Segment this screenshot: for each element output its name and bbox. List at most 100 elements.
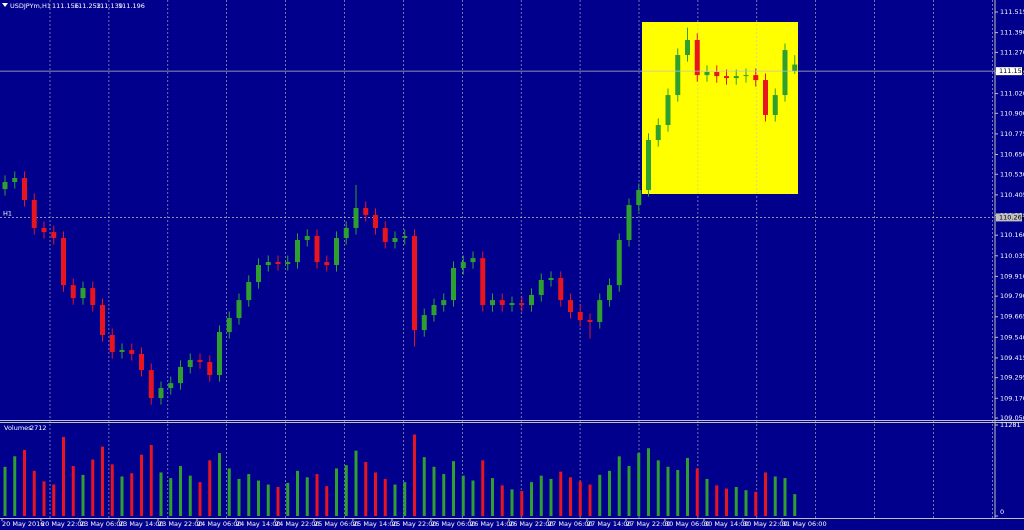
volume-bar	[198, 482, 202, 516]
volume-bar	[140, 454, 143, 516]
candle-body	[51, 232, 57, 238]
volume-bar	[705, 478, 709, 516]
volume-bar	[676, 470, 680, 516]
candle-body	[392, 238, 398, 242]
candle-body	[558, 278, 564, 301]
candle-body	[285, 262, 291, 265]
candle-body	[597, 300, 603, 322]
volume-bar	[637, 453, 641, 516]
y-tick-label: 110.160	[1000, 231, 1024, 239]
candle-body	[61, 238, 66, 286]
x-tick-label: 27 May 06:00	[548, 520, 593, 528]
candle-body	[129, 350, 135, 354]
candle-body	[197, 360, 203, 363]
x-tick-label: 24 May 14:00	[236, 520, 281, 528]
volume-bar	[520, 490, 524, 516]
candle-body	[412, 236, 417, 331]
candle-body	[529, 294, 534, 306]
x-tick-label: 26 May 22:00	[509, 520, 554, 528]
volume-bar	[32, 470, 36, 516]
y-tick-label: 109.295	[1000, 374, 1024, 382]
candle-body	[304, 236, 310, 240]
y-tick-label: 109.050	[1000, 414, 1024, 422]
candle-body	[295, 239, 300, 263]
header-price: 111.196	[118, 2, 145, 10]
volume-bar	[608, 470, 611, 516]
volume-bar	[3, 466, 7, 516]
volume-bar	[715, 485, 719, 516]
candle-body	[314, 236, 320, 263]
candle-body	[31, 199, 37, 228]
y-tick-label: 109.665	[1000, 313, 1024, 321]
volume-bar	[71, 465, 75, 516]
volume-bar	[627, 465, 631, 516]
candle-body	[109, 335, 115, 352]
candle-body	[480, 258, 486, 306]
x-tick-label: 30 May 22:00	[743, 520, 788, 528]
volume-bar	[218, 453, 221, 516]
volume-bar	[686, 457, 689, 516]
candle-body	[519, 303, 525, 306]
volume-bar	[52, 484, 56, 516]
volume-bar	[286, 482, 290, 516]
candle-body	[382, 227, 388, 242]
candle-body	[470, 258, 476, 263]
x-tick-label: 25 May 14:00	[353, 520, 398, 528]
volume-bar	[744, 490, 748, 516]
candle-body	[538, 280, 544, 295]
volume-bar	[773, 476, 777, 516]
candle-body	[402, 236, 408, 238]
volume-bar	[578, 481, 582, 516]
candle-body	[90, 288, 96, 306]
candle-body	[70, 285, 76, 299]
volume-bar	[62, 436, 65, 516]
candle-body	[460, 262, 466, 268]
volume-bar	[666, 466, 670, 516]
volume-bar	[461, 475, 465, 516]
candle-body	[441, 300, 447, 306]
volume-bar	[617, 456, 621, 516]
volume-bar	[393, 484, 397, 516]
candle-body	[2, 182, 8, 190]
volume-bar	[491, 478, 494, 516]
candle-body	[743, 75, 749, 77]
volume-bar	[81, 474, 85, 516]
y-tick-label: 109.540	[1000, 333, 1024, 341]
volume-bar	[257, 480, 260, 516]
candle-body	[178, 366, 183, 384]
volume-bar	[296, 470, 299, 516]
menu-arrow[interactable]	[2, 3, 8, 7]
candle-body	[431, 305, 437, 316]
horizontal-line-value: 110.268	[999, 213, 1024, 221]
y-tick-label: 110.035	[1000, 252, 1024, 260]
candle-body	[275, 262, 281, 265]
candle-body	[168, 383, 174, 389]
header-price: 111.139	[96, 2, 123, 10]
candle-body	[548, 278, 554, 280]
candle-body	[763, 80, 768, 115]
x-tick-label: 25 May 22:00	[392, 520, 437, 528]
volume-bar	[725, 488, 728, 516]
volume-bar	[325, 486, 329, 516]
candle-body	[724, 76, 729, 79]
candle-body	[207, 362, 213, 376]
candle-body	[217, 332, 222, 376]
y-tick-label: 110.775	[1000, 130, 1024, 138]
candle-body	[363, 208, 369, 215]
candle-body	[100, 305, 105, 336]
volume-bar	[413, 434, 416, 516]
volume-bar	[403, 482, 407, 516]
x-tick-label: 24 May 22:00	[275, 520, 320, 528]
candle-body	[119, 350, 125, 352]
volume-bar	[110, 464, 114, 516]
candle-body	[353, 208, 359, 228]
candle-body	[451, 267, 456, 301]
volume-bar	[42, 481, 46, 516]
candle-body	[753, 75, 759, 81]
volume-bar	[452, 461, 455, 516]
volume-bar	[188, 475, 192, 516]
x-tick-label: 26 May 14:00	[470, 520, 515, 528]
y-tick-label: 111.515	[1000, 8, 1024, 16]
